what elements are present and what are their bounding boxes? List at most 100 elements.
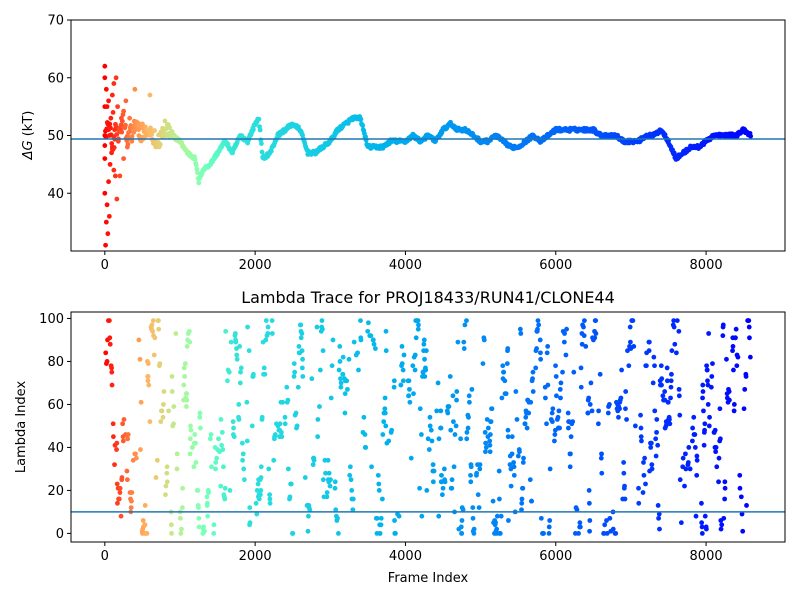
lambda-point <box>483 449 488 455</box>
lambda-point <box>287 494 293 500</box>
delta-g-early-point <box>111 81 117 86</box>
lambda-point <box>677 477 683 483</box>
lambda-point <box>423 348 429 354</box>
lambda-point <box>399 361 405 366</box>
lambda-point <box>538 356 544 362</box>
lambda-point <box>665 399 671 405</box>
lambda-point <box>197 410 203 416</box>
lambda-point <box>460 507 466 513</box>
lambda-point <box>421 337 427 343</box>
lambda-point <box>741 406 747 412</box>
delta-g-early-point <box>106 179 111 185</box>
delta-g-early-point <box>104 202 110 208</box>
lambda-point <box>208 432 214 437</box>
lambda-point <box>713 449 719 455</box>
delta-g-early-point <box>104 104 110 110</box>
delta-g-early-point <box>112 173 118 179</box>
lambda-x-tick-label: 4000 <box>389 549 422 564</box>
lambda-point <box>302 475 308 480</box>
lambda-point <box>315 434 321 440</box>
delta-g-trace-point <box>102 143 108 148</box>
lambda-point <box>508 483 514 489</box>
lambda-point <box>202 528 207 534</box>
delta-g-y-tick-label: 50 <box>47 129 64 144</box>
lambda-point <box>382 406 388 412</box>
lambda-point <box>310 462 316 468</box>
lambda-point <box>255 481 261 487</box>
lambda-point <box>627 324 633 330</box>
lambda-point <box>713 445 719 450</box>
lambda-point <box>586 500 592 506</box>
lambda-point <box>471 531 477 536</box>
lambda-point <box>267 500 273 506</box>
delta-g-trace-point <box>748 133 754 139</box>
lambda-point <box>581 324 586 330</box>
lambda-point <box>299 365 305 371</box>
lambda-point <box>335 515 340 521</box>
lambda-point <box>574 507 580 513</box>
lambda-point <box>109 369 115 375</box>
lambda-point <box>246 348 252 354</box>
lambda-point <box>664 365 670 371</box>
lambda-point <box>646 348 652 354</box>
lambda-point <box>383 328 389 334</box>
lambda-point <box>568 451 573 457</box>
lambda-point <box>558 395 563 401</box>
lambda-point <box>726 389 732 394</box>
lambda-point <box>238 365 244 371</box>
delta-g-unit: (kT) <box>21 111 36 137</box>
lambda-point <box>667 417 672 422</box>
lambda-point <box>144 531 150 536</box>
lambda-point <box>239 440 245 446</box>
lambda-point <box>368 333 374 339</box>
lambda-point <box>544 421 549 427</box>
lambda-point <box>330 337 336 343</box>
delta-g-trace-point <box>259 149 265 155</box>
lambda-point <box>379 496 385 502</box>
lambda-point <box>342 391 348 397</box>
lambda-point <box>459 531 465 536</box>
lambda-point <box>678 520 684 526</box>
lambda-point <box>333 507 339 513</box>
lambda-point <box>392 518 397 523</box>
lambda-point <box>640 490 646 495</box>
lambda-point <box>145 361 151 366</box>
lambda-point <box>507 462 513 468</box>
lambda-point <box>317 404 322 409</box>
lambda-point <box>505 427 511 433</box>
delta-g-early-point <box>109 150 114 156</box>
lambda-point <box>582 318 587 323</box>
lambda-point <box>744 503 749 508</box>
lambda-point <box>267 496 273 502</box>
lambda-point <box>173 331 179 336</box>
lambda-point <box>718 526 724 532</box>
lambda-point <box>241 466 247 472</box>
lambda-point <box>259 414 265 420</box>
delta-g-trace-point <box>157 142 163 147</box>
lambda-point <box>628 339 633 345</box>
lambda-point <box>515 453 521 459</box>
lambda-point <box>649 462 655 468</box>
lambda-point <box>184 404 189 409</box>
lambda-point <box>558 380 564 386</box>
lambda-point <box>114 447 119 452</box>
lambda-point <box>453 423 459 429</box>
lambda-point <box>430 462 436 468</box>
lambda-point <box>149 322 155 328</box>
lambda-point <box>737 485 743 491</box>
lambda-point <box>638 412 643 418</box>
delta-g-early-point <box>105 231 111 237</box>
delta-g-early-point <box>106 133 112 138</box>
lambda-point <box>704 367 710 373</box>
delta-g-early-point <box>121 156 127 162</box>
delta-g-trace-point <box>162 118 168 124</box>
lambda-point <box>156 326 162 332</box>
lambda-point <box>677 412 683 418</box>
delta-g-trace-point <box>148 125 153 131</box>
lambda-point <box>381 419 387 425</box>
lambda-point <box>639 438 644 444</box>
delta-g-y-tick-label: 60 <box>47 71 64 86</box>
delta-g-trace-point <box>167 125 172 131</box>
lambda-point <box>223 328 229 334</box>
delta-g-trace-point <box>358 116 364 122</box>
